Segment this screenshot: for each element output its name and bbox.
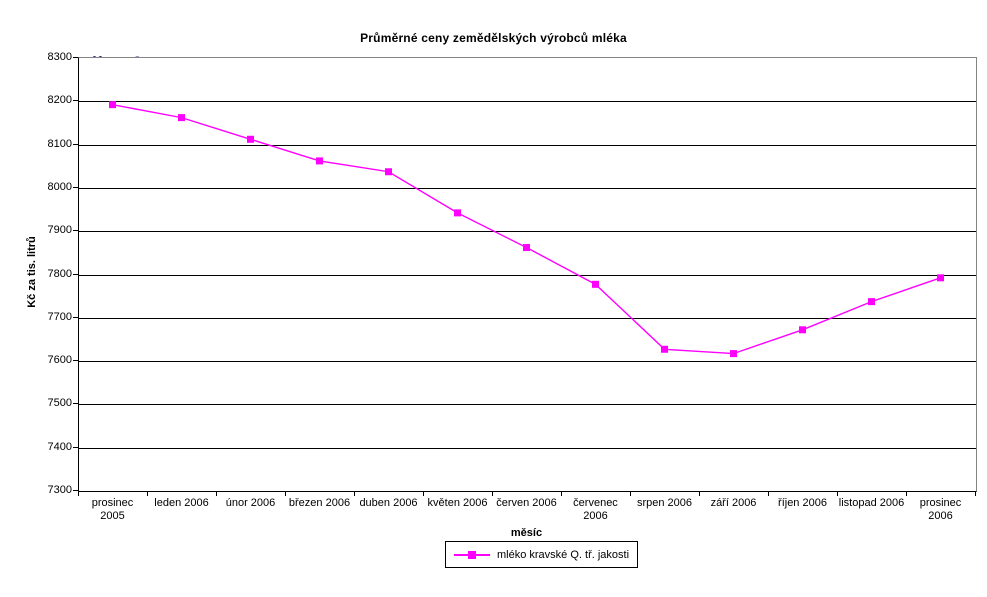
ytick-mark-8300 [73, 57, 78, 58]
xtick-label-8: srpen 2006 [636, 497, 693, 509]
gridline-y-7700 [79, 317, 976, 319]
xtick-label-6: červen 2006 [496, 497, 557, 509]
gridline-y-7400 [79, 447, 976, 449]
gridline-y-8200 [79, 101, 976, 103]
data-point-2 [247, 135, 254, 143]
xtick-label-0: prosinec 2005 [91, 497, 134, 522]
legend-square-marker-icon [468, 550, 476, 559]
gridline-y-8000 [79, 187, 976, 189]
data-point-5 [454, 209, 461, 217]
data-point-7 [592, 280, 599, 288]
xtick-mark-7 [561, 491, 562, 496]
xtick-mark-5 [423, 491, 424, 496]
ytick-label-7500: 7500 [47, 397, 72, 410]
xtick-mark-10 [768, 491, 769, 496]
ytick-mark-7600 [73, 360, 78, 362]
xtick-mark-11 [837, 491, 838, 496]
xtick-label-12: prosinec 2006 [919, 497, 962, 522]
xtick-label-3: březen 2006 [288, 497, 351, 509]
chart-title: Průměrné ceny zemědělských výrobců mléka [360, 31, 627, 45]
ytick-mark-7800 [73, 273, 78, 275]
xtick-label-7: červenec 2006 [573, 497, 618, 522]
ytick-mark-8200 [73, 100, 78, 102]
ytick-mark-8000 [73, 186, 78, 188]
legend-series-label: mléko kravské Q. tř. jakosti [497, 548, 630, 561]
data-point-1 [178, 114, 185, 122]
xtick-mark-1 [147, 491, 148, 496]
xtick-label-2: únor 2006 [225, 497, 276, 509]
data-point-12 [937, 274, 944, 282]
ytick-label-8200: 8200 [47, 94, 72, 107]
data-point-10 [799, 326, 806, 334]
xtick-label-9: září 2006 [710, 497, 757, 509]
xtick-mark-0 [78, 491, 79, 496]
xtick-mark-13 [975, 491, 976, 496]
data-point-4 [385, 168, 392, 176]
ytick-label-7600: 7600 [47, 354, 72, 367]
x-axis-title: měsíc [510, 527, 543, 539]
xtick-label-5: květen 2006 [427, 497, 488, 509]
xtick-mark-12 [906, 491, 907, 496]
ytick-mark-7700 [73, 316, 78, 318]
gridline-y-8100 [79, 144, 976, 146]
ytick-mark-7500 [73, 403, 78, 405]
xtick-mark-2 [216, 491, 217, 496]
data-point-8 [661, 345, 668, 353]
ytick-label-8300: 8300 [47, 51, 72, 63]
gridline-y-7800 [79, 274, 976, 276]
ytick-label-7900: 7900 [47, 224, 72, 237]
plot-area [78, 57, 977, 492]
xtick-mark-8 [630, 491, 631, 496]
ytick-label-8100: 8100 [47, 137, 72, 150]
xtick-mark-9 [699, 491, 700, 496]
xtick-label-4: duben 2006 [359, 497, 418, 509]
data-point-9 [730, 350, 737, 358]
legend-series-marker-icon [454, 550, 490, 559]
ytick-label-7400: 7400 [47, 440, 72, 453]
data-point-11 [868, 298, 875, 306]
gridline-y-7600 [79, 361, 976, 363]
xtick-mark-6 [492, 491, 493, 496]
xtick-label-11: listopad 2006 [838, 497, 905, 509]
ytick-label-7800: 7800 [47, 267, 72, 280]
data-point-3 [316, 157, 323, 165]
gridline-y-7500 [79, 404, 976, 406]
ytick-mark-8100 [73, 143, 78, 145]
xtick-mark-3 [285, 491, 286, 496]
ytick-label-7700: 7700 [47, 310, 72, 323]
ytick-mark-7300 [73, 490, 78, 491]
series-line [112, 103, 941, 355]
xtick-label-1: leden 2006 [154, 497, 209, 509]
data-point-6 [523, 244, 530, 252]
xtick-mark-4 [354, 491, 355, 496]
ytick-label-7300: 7300 [47, 484, 72, 496]
gridline-y-7900 [79, 231, 976, 233]
ytick-mark-7400 [73, 446, 78, 448]
legend: mléko kravské Q. tř. jakosti [445, 541, 639, 568]
ytick-label-8000: 8000 [47, 180, 72, 193]
data-point-0 [109, 101, 116, 109]
xtick-label-10: říjen 2006 [778, 497, 827, 509]
ytick-mark-7900 [73, 230, 78, 232]
